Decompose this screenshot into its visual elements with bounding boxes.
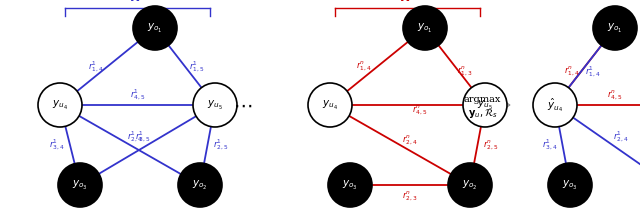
Text: $y_{o_2}$: $y_{o_2}$	[192, 178, 208, 192]
Text: $y_{u_4}$: $y_{u_4}$	[52, 98, 68, 112]
Text: $y_{u_5}$: $y_{u_5}$	[207, 98, 223, 112]
Text: $y_{u_4}$: $y_{u_4}$	[322, 98, 338, 112]
Text: $r^1_{3,4}$: $r^1_{3,4}$	[49, 138, 65, 152]
Text: $y_{o_1}$: $y_{o_1}$	[147, 22, 163, 35]
Text: $\hat{y}_{u_4}$: $\hat{y}_{u_4}$	[547, 96, 563, 114]
Text: $r^n_{1,4}$: $r^n_{1,4}$	[564, 65, 580, 78]
Text: $\mathbf{R}^1$: $\mathbf{R}^1$	[129, 0, 146, 5]
Circle shape	[178, 163, 222, 207]
Text: $r^1_{1,4}$: $r^1_{1,4}$	[585, 64, 601, 79]
Circle shape	[133, 6, 177, 50]
Text: $y_{o_3}$: $y_{o_3}$	[562, 178, 578, 192]
Text: $r^1_{1,4}$: $r^1_{1,4}$	[88, 59, 103, 74]
Text: $r^n_{4,5}$: $r^n_{4,5}$	[607, 88, 623, 102]
FancyArrow shape	[465, 94, 510, 116]
Text: $y_{u_5}$: $y_{u_5}$	[477, 98, 493, 112]
Circle shape	[403, 6, 447, 50]
Text: $r^n_{1,3}$: $r^n_{1,3}$	[457, 65, 473, 78]
Text: $r^1_{1,5}$: $r^1_{1,5}$	[189, 59, 205, 74]
Circle shape	[448, 163, 492, 207]
Text: $r^n_{2,4}$: $r^n_{2,4}$	[402, 133, 418, 147]
Text: $y_{o_1}$: $y_{o_1}$	[417, 22, 433, 35]
Text: $r^1_{2,4}$: $r^1_{2,4}$	[127, 130, 143, 144]
Text: $r^1_{3,4}$: $r^1_{3,4}$	[541, 138, 557, 152]
Circle shape	[548, 163, 592, 207]
Circle shape	[533, 83, 577, 127]
Circle shape	[193, 83, 237, 127]
Text: argmax: argmax	[464, 95, 501, 103]
Text: $y_{o_2}$: $y_{o_2}$	[462, 178, 478, 192]
Text: $r^n_{2,3}$: $r^n_{2,3}$	[403, 189, 418, 203]
Circle shape	[463, 83, 507, 127]
Circle shape	[58, 163, 102, 207]
Text: $\mathbf{y}_u,\mathcal{R}_s$: $\mathbf{y}_u,\mathcal{R}_s$	[468, 108, 497, 120]
Text: $r^n_{1,4}$: $r^n_{1,4}$	[356, 60, 371, 73]
Text: $r^1_{4,5}$: $r^1_{4,5}$	[130, 88, 145, 102]
Circle shape	[38, 83, 82, 127]
Text: $y_{o_3}$: $y_{o_3}$	[72, 178, 88, 192]
Circle shape	[308, 83, 352, 127]
Text: $r^1_{2,4}$: $r^1_{2,4}$	[612, 130, 628, 144]
Text: $r^1_{3,5}$: $r^1_{3,5}$	[135, 130, 150, 144]
Text: $\cdots$: $\cdots$	[234, 95, 253, 115]
Text: $y_{o_1}$: $y_{o_1}$	[607, 22, 623, 35]
Text: $\mathbf{R}^n$: $\mathbf{R}^n$	[399, 0, 416, 5]
Text: $r^n_{2,5}$: $r^n_{2,5}$	[483, 138, 498, 152]
Text: $r^1_{2,5}$: $r^1_{2,5}$	[213, 138, 228, 152]
Circle shape	[593, 6, 637, 50]
Text: $r^n_{4,5}$: $r^n_{4,5}$	[412, 103, 427, 117]
Text: $y_{o_3}$: $y_{o_3}$	[342, 178, 358, 192]
Circle shape	[328, 163, 372, 207]
